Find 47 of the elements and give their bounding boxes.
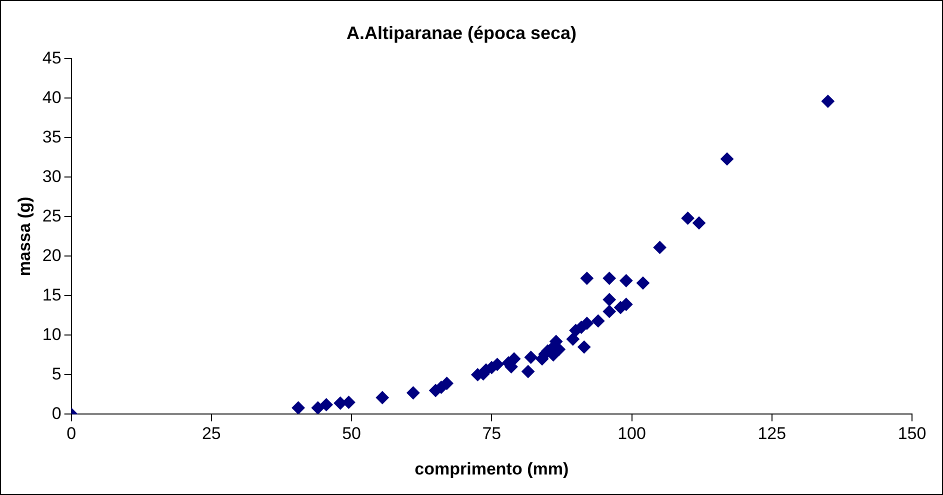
y-tick-label: 0 (52, 404, 62, 423)
y-tick-label: 10 (42, 324, 62, 344)
point (320, 398, 333, 412)
x-tick-label: 75 (482, 424, 502, 444)
point (406, 386, 420, 400)
point (692, 216, 706, 230)
y-tick-label: 30 (42, 166, 62, 186)
x-tick-label: 100 (618, 424, 646, 444)
point (821, 94, 834, 108)
point (292, 401, 305, 414)
point (720, 152, 734, 166)
point (490, 358, 504, 371)
point (440, 376, 454, 390)
y-tick-label: 35 (42, 127, 62, 146)
x-tick-label: 50 (342, 424, 361, 444)
y-tick-label: 5 (52, 364, 62, 384)
x-tick-label: 150 (898, 424, 926, 444)
point (620, 298, 633, 311)
point (524, 350, 538, 364)
y-tick-label: 25 (42, 206, 62, 226)
y-tick-label: 15 (42, 285, 62, 304)
point (522, 365, 535, 378)
point (681, 212, 694, 225)
x-tick-label: 25 (202, 424, 221, 444)
point (620, 274, 633, 288)
point (592, 314, 605, 328)
point (653, 240, 666, 254)
point (602, 272, 616, 285)
x-tick-label: 125 (758, 424, 786, 444)
y-tick-label: 40 (42, 88, 62, 107)
point (508, 352, 521, 366)
point (602, 304, 616, 318)
y-tick-label: 20 (42, 246, 62, 265)
point (566, 332, 580, 346)
point (636, 276, 650, 290)
x-tick-label: 0 (66, 424, 76, 444)
point (342, 396, 356, 409)
point (580, 272, 594, 285)
y-axis-title: massa (g) (14, 196, 34, 276)
point (376, 391, 389, 404)
point (578, 340, 591, 354)
y-tick-label: 45 (42, 48, 62, 68)
point (311, 401, 324, 414)
point (580, 316, 594, 330)
chart-title: A.Altiparanae (época seca) (346, 22, 577, 43)
x-axis-title: comprimento (mm) (414, 459, 569, 478)
point (602, 293, 616, 306)
